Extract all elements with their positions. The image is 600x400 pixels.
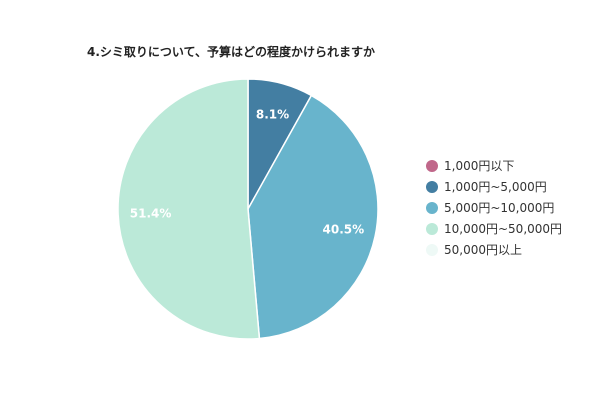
legend-marker-1 <box>426 181 438 193</box>
slice-label-2: 40.5% <box>323 222 365 236</box>
slice-label-3: 51.4% <box>130 206 172 220</box>
pie-slice-3 <box>117 78 261 340</box>
legend: 1,000円以下 1,000円~5,000円 5,000円~10,000円 10,00… <box>426 159 562 257</box>
legend-marker-4 <box>426 244 438 256</box>
legend-label-1: 1,000円~5,000円 <box>444 180 547 194</box>
legend-label-0: 1,000円以下 <box>444 159 514 173</box>
legend-item-3: 10,000円~50,000円 <box>426 222 562 236</box>
legend-item-2: 5,000円~10,000円 <box>426 201 554 215</box>
legend-label-2: 5,000円~10,000円 <box>444 201 554 215</box>
legend-marker-2 <box>426 202 438 214</box>
legend-label-4: 50,000円以上 <box>444 243 522 257</box>
slice-labels: 8.1% 40.5% 51.4% <box>130 108 364 237</box>
legend-marker-0 <box>426 160 438 172</box>
pie-slice-2 <box>247 94 379 340</box>
legend-label-3: 10,000円~50,000円 <box>444 222 562 236</box>
legend-item-4: 50,000円以上 <box>426 243 522 257</box>
pie-slices <box>117 78 379 340</box>
legend-item-0: 1,000円以下 <box>426 159 514 173</box>
legend-item-1: 1,000円~5,000円 <box>426 180 547 194</box>
slice-label-1: 8.1% <box>256 108 289 122</box>
chart-title: 4.シミ取りについて、予算はどの程度かけられますか <box>87 44 375 59</box>
legend-marker-3 <box>426 223 438 235</box>
